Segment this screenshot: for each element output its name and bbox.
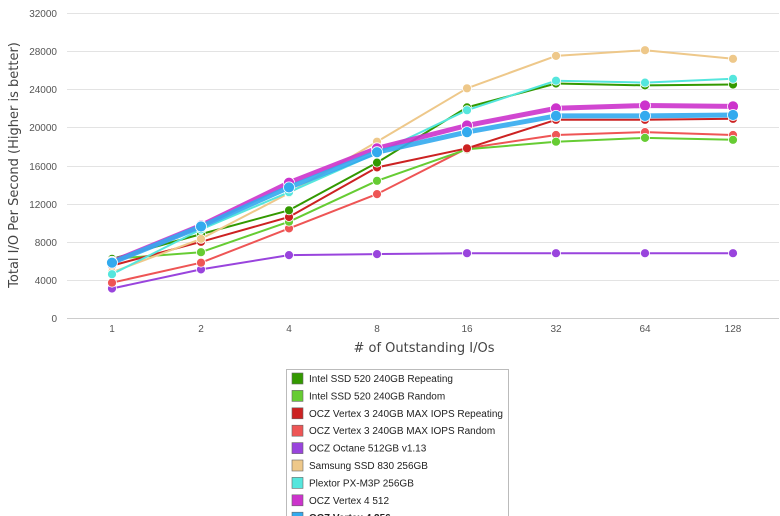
legend-label: OCZ Vertex 3 240GB MAX IOPS Random [309, 426, 495, 437]
data-point [728, 73, 738, 84]
data-point [639, 99, 651, 112]
x-tick-label: 16 [461, 324, 473, 335]
data-point [462, 105, 472, 116]
data-point [462, 83, 472, 94]
legend-label: OCZ Vertex 4 256 [309, 513, 391, 516]
legend-swatch [291, 494, 304, 507]
x-tick-labels: 1 2 4 8 16 32 64 128 [109, 324, 742, 335]
data-point [461, 126, 473, 139]
legend-swatch [291, 477, 304, 489]
data-point [372, 189, 382, 200]
data-point [550, 110, 562, 122]
legend-swatch [291, 459, 304, 472]
series-line [111, 112, 734, 266]
series-line [111, 77, 734, 276]
data-point [283, 181, 295, 194]
y-tick-labels: 0 4000 8000 12000 16000 20000 24000 28000 32000 [29, 9, 57, 325]
data-point [728, 248, 738, 259]
data-point [195, 220, 207, 233]
legend-label: OCZ Vertex 3 240GB MAX IOPS Repeating [309, 409, 503, 420]
legend-label: Intel SSD 520 240GB Repeating [309, 374, 453, 385]
data-point [107, 269, 117, 280]
y-tick-label: 16000 [29, 162, 57, 173]
y-tick-label: 12000 [29, 200, 57, 211]
data-point [728, 134, 738, 145]
y-tick-label: 24000 [29, 85, 57, 96]
data-point [371, 146, 383, 159]
data-point [106, 256, 118, 269]
x-tick-label: 32 [550, 324, 562, 335]
legend-swatch [291, 511, 304, 516]
legend-swatch [291, 442, 304, 454]
legend-swatch [291, 372, 304, 385]
y-tick-label: 20000 [29, 123, 57, 134]
data-point [551, 75, 561, 86]
data-point [640, 77, 650, 88]
y-tick-label: 0 [51, 314, 57, 325]
data-point [551, 51, 561, 61]
legend-swatch [291, 390, 304, 402]
data-point [372, 157, 382, 168]
legend-label: Intel SSD 520 240GB Random [309, 391, 445, 402]
series-group [106, 45, 739, 294]
data-point [107, 277, 117, 288]
x-tick-label: 8 [374, 324, 380, 335]
data-point [196, 233, 206, 244]
data-point [196, 247, 206, 258]
x-tick-label: 4 [286, 324, 292, 335]
series-line [111, 49, 734, 274]
legend-label: OCZ Octane 512GB v1.13 [309, 444, 427, 455]
data-point [284, 250, 294, 261]
data-point [284, 205, 294, 216]
x-tick-label: 64 [639, 324, 651, 335]
y-tick-label: 8000 [35, 238, 58, 249]
data-point [196, 257, 206, 268]
x-tick-label: 128 [725, 324, 742, 335]
data-point [639, 110, 651, 122]
data-point [727, 109, 739, 121]
y-axis-title: Total I/O Per Second (Higher is better) [7, 42, 22, 289]
y-tick-label: 28000 [29, 47, 57, 58]
legend-swatch [291, 407, 304, 420]
legend: Intel SSD 520 240GB Repeating Intel SSD 5… [286, 369, 509, 516]
series-3 [107, 127, 738, 288]
data-point [372, 249, 382, 260]
data-point [462, 143, 472, 154]
data-point [640, 248, 650, 259]
series-line [111, 136, 734, 260]
x-tick-label: 2 [198, 324, 204, 335]
data-point [640, 132, 650, 143]
x-tick-label: 1 [109, 324, 115, 335]
data-point [551, 248, 561, 259]
grid [67, 13, 779, 319]
data-point [551, 136, 561, 147]
legend-box [286, 369, 509, 516]
series-line [111, 117, 734, 267]
y-tick-label: 32000 [29, 9, 57, 20]
data-point [372, 175, 382, 186]
series-line [111, 252, 733, 290]
data-point [462, 248, 472, 259]
series-line [111, 131, 734, 284]
data-point [728, 53, 738, 64]
legend-label: Samsung SSD 830 256GB [309, 461, 428, 472]
legend-swatch [291, 424, 304, 437]
y-tick-label: 4000 [35, 276, 58, 287]
legend-label: OCZ Vertex 4 512 [309, 496, 389, 507]
x-axis-title: # of Outstanding I/Os [353, 341, 494, 356]
data-point [640, 45, 650, 56]
legend-label: Plextor PX-M3P 256GB [309, 478, 414, 489]
series-8 [106, 109, 739, 269]
